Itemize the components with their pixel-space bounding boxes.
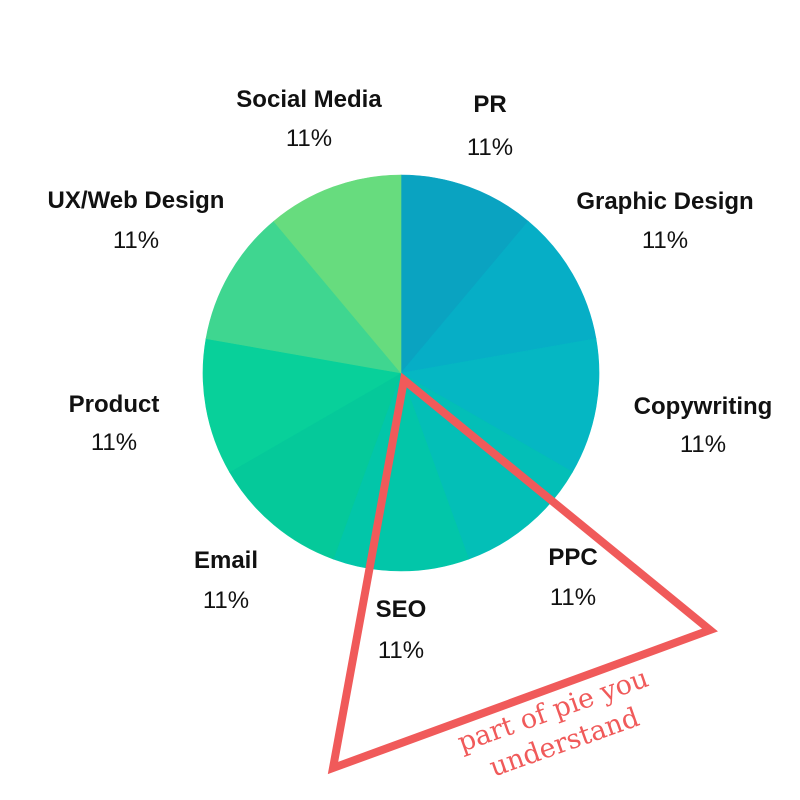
pie-labels: PR 11% Graphic Design 11% Copywriting 11% PPC 1… xyxy=(48,86,773,664)
value-label-ux-web-design: 11% xyxy=(113,227,159,254)
pie-slice-ux-web-design xyxy=(205,220,402,374)
pie-slice-seo xyxy=(332,372,470,572)
pie-slice-ppc xyxy=(400,372,573,560)
category-label-email: Email xyxy=(194,547,258,574)
category-label-pr: PR xyxy=(473,91,506,118)
value-label-graphic-design: 11% xyxy=(642,227,688,254)
pie-slice-product xyxy=(202,338,402,473)
value-label-social-media: 11% xyxy=(286,125,332,152)
value-label-ppc: 11% xyxy=(550,584,596,611)
category-label-seo: SEO xyxy=(376,596,427,623)
value-label-product: 11% xyxy=(91,429,137,456)
pie-slice-social-media xyxy=(273,174,402,374)
pie-slice-email xyxy=(229,372,402,560)
category-label-social-media: Social Media xyxy=(236,86,382,113)
value-label-copywriting: 11% xyxy=(680,431,726,458)
value-label-pr: 11% xyxy=(467,134,513,161)
annotation-triangle xyxy=(327,372,718,775)
category-label-ppc: PPC xyxy=(548,544,597,571)
pie-slices xyxy=(202,174,600,572)
pie-slice-copywriting xyxy=(400,338,600,473)
category-label-copywriting: Copywriting xyxy=(634,393,773,420)
pie-slice-graphic-design xyxy=(400,220,597,374)
value-label-email: 11% xyxy=(203,587,249,614)
value-label-seo: 11% xyxy=(378,637,424,664)
pie-slice-pr xyxy=(400,174,529,374)
category-label-ux-web-design: UX/Web Design xyxy=(48,187,225,214)
category-label-graphic-design: Graphic Design xyxy=(576,188,753,215)
category-label-product: Product xyxy=(69,391,160,418)
